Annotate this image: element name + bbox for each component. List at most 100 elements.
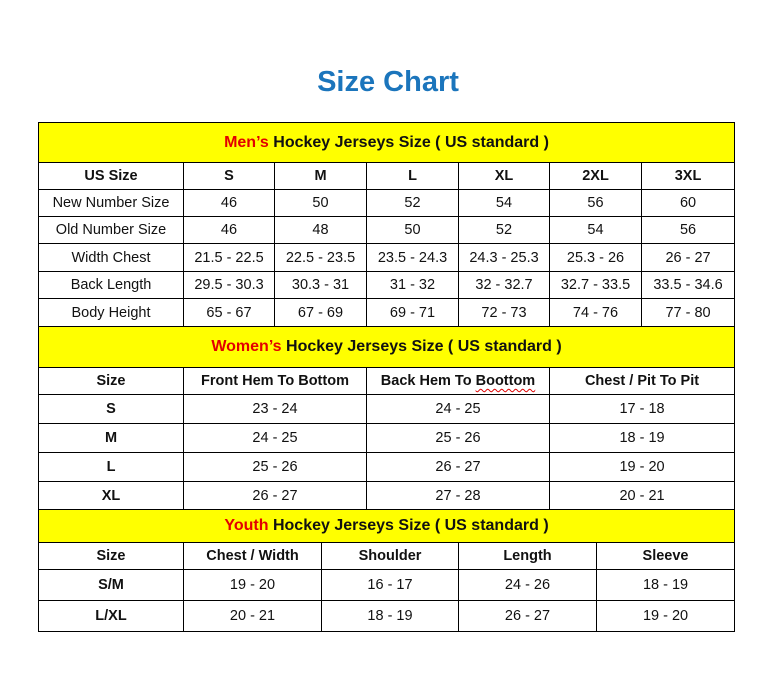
table-row: S 23 - 24 24 - 25 17 - 18 xyxy=(38,394,736,424)
column-header: 2XL xyxy=(549,162,642,190)
table-row: Body Height 65 - 67 67 - 69 69 - 71 72 - 73 7… xyxy=(38,298,736,327)
table-cell: 19 - 20 xyxy=(548,452,736,482)
table-cell: 26 - 27 xyxy=(366,452,550,482)
mens-section-header-row: Men’s Hockey Jerseys Size ( US standard … xyxy=(37,122,736,163)
table-cell: 26 - 27 xyxy=(183,481,367,510)
table-row: Old Number Size 46 48 50 52 54 56 xyxy=(38,216,736,244)
table-cell: 25 - 26 xyxy=(183,452,367,482)
table-cell: 77 - 80 xyxy=(640,298,736,327)
womens-size-table: Women’s Hockey Jerseys Size ( US standar… xyxy=(37,326,736,510)
table-cell: 46 xyxy=(183,189,275,217)
table-cell: 74 - 76 xyxy=(549,298,642,327)
table-cell: 24 - 26 xyxy=(458,569,597,601)
column-header: Sleeve xyxy=(595,542,736,570)
table-cell: 19 - 20 xyxy=(183,569,322,601)
table-cell: 24.3 - 25.3 xyxy=(458,243,550,272)
row-label: XL xyxy=(38,481,184,510)
table-cell: 65 - 67 xyxy=(183,298,275,327)
table-cell: 16 - 17 xyxy=(321,569,459,601)
table-cell: 48 xyxy=(274,216,367,244)
table-cell: 50 xyxy=(274,189,367,217)
row-label: Old Number Size xyxy=(38,216,184,244)
table-cell: 46 xyxy=(183,216,275,244)
table-cell: 21.5 - 22.5 xyxy=(183,243,275,272)
table-cell: 50 xyxy=(366,216,459,244)
table-cell: 18 - 19 xyxy=(548,423,736,453)
column-header: M xyxy=(274,162,367,190)
row-label: Body Height xyxy=(38,298,184,327)
table-row: Width Chest 21.5 - 22.5 22.5 - 23.5 23.5 - … xyxy=(38,243,736,272)
table-cell: 25.3 - 26 xyxy=(549,243,642,272)
table-cell: 17 - 18 xyxy=(548,394,736,424)
table-cell: 32.7 - 33.5 xyxy=(549,271,642,299)
youth-section-header-row: Youth Hockey Jerseys Size ( US standard … xyxy=(37,509,736,543)
table-cell: 22.5 - 23.5 xyxy=(274,243,367,272)
column-header: S xyxy=(183,162,275,190)
table-row: XL 26 - 27 27 - 28 20 - 21 xyxy=(38,481,736,510)
header-text: Hockey Jerseys Size ( US standard ) xyxy=(281,338,562,355)
womens-section-header: Women’s Hockey Jerseys Size ( US standar… xyxy=(37,326,736,368)
page-title: Size Chart xyxy=(317,66,459,98)
mens-size-table: Men’s Hockey Jerseys Size ( US standard … xyxy=(37,122,736,327)
column-header: US Size xyxy=(38,162,184,190)
table-cell: 18 - 19 xyxy=(321,600,459,632)
table-cell: 24 - 25 xyxy=(366,394,550,424)
mens-section-header: Men’s Hockey Jerseys Size ( US standard … xyxy=(37,122,736,163)
column-header: Shoulder xyxy=(321,542,459,570)
table-cell: 30.3 - 31 xyxy=(274,271,367,299)
table-cell: 26 - 27 xyxy=(458,600,597,632)
table-cell: 27 - 28 xyxy=(366,481,550,510)
column-header: L xyxy=(366,162,459,190)
table-cell: 52 xyxy=(366,189,459,217)
column-header: Back Hem To Boottom xyxy=(366,367,550,395)
table-cell: 56 xyxy=(549,189,642,217)
column-header: Front Hem To Bottom xyxy=(183,367,367,395)
table-cell: 52 xyxy=(458,216,550,244)
row-label: M xyxy=(38,423,184,453)
column-header-row: US Size S M L XL 2XL 3XL xyxy=(38,162,736,190)
table-row: Back Length 29.5 - 30.3 30.3 - 31 31 - 32 32… xyxy=(38,271,736,299)
column-header: Chest / Pit To Pit xyxy=(548,367,736,395)
column-header: Size xyxy=(38,367,184,395)
table-cell: 29.5 - 30.3 xyxy=(183,271,275,299)
column-header: Length xyxy=(458,542,597,570)
header-accent: Youth xyxy=(224,517,269,534)
table-cell: 20 - 21 xyxy=(548,481,736,510)
table-cell: 31 - 32 xyxy=(366,271,459,299)
table-cell: 18 - 19 xyxy=(595,569,736,601)
table-cell: 23 - 24 xyxy=(183,394,367,424)
table-cell: 23.5 - 24.3 xyxy=(366,243,459,272)
row-label: Back Length xyxy=(38,271,184,299)
header-text: Hockey Jerseys Size ( US standard ) xyxy=(268,133,549,151)
table-cell: 54 xyxy=(549,216,642,244)
row-label: L/XL xyxy=(38,600,184,632)
column-header: Chest / Width xyxy=(183,542,322,570)
table-cell: 67 - 69 xyxy=(274,298,367,327)
header-accent: Women’s xyxy=(211,338,282,355)
table-row: S/M 19 - 20 16 - 17 24 - 26 18 - 19 xyxy=(38,569,736,601)
table-cell: 72 - 73 xyxy=(458,298,550,327)
table-row: M 24 - 25 25 - 26 18 - 19 xyxy=(38,423,736,453)
table-cell: 69 - 71 xyxy=(366,298,459,327)
table-cell: 24 - 25 xyxy=(183,423,367,453)
table-row: L 25 - 26 26 - 27 19 - 20 xyxy=(38,452,736,482)
table-cell: 54 xyxy=(458,189,550,217)
table-cell: 26 - 27 xyxy=(640,243,736,272)
table-cell: 19 - 20 xyxy=(595,600,736,632)
table-cell: 33.5 - 34.6 xyxy=(640,271,736,299)
column-header: Size xyxy=(38,542,184,570)
table-cell: 60 xyxy=(640,189,736,217)
youth-size-table: Youth Hockey Jerseys Size ( US standard … xyxy=(37,509,736,632)
table-cell: 25 - 26 xyxy=(366,423,550,453)
row-label: Width Chest xyxy=(38,243,184,272)
row-label: S xyxy=(38,394,184,424)
header-text: Hockey Jerseys Size ( US standard ) xyxy=(268,517,549,534)
table-cell: 32 - 32.7 xyxy=(458,271,550,299)
youth-section-header: Youth Hockey Jerseys Size ( US standard … xyxy=(37,509,736,543)
header-accent: Men’s xyxy=(224,133,269,151)
table-cell: 56 xyxy=(640,216,736,244)
column-header-row: Size Chest / Width Shoulder Length Sleeve xyxy=(38,542,736,570)
row-label: New Number Size xyxy=(38,189,184,217)
column-header: XL xyxy=(458,162,550,190)
table-row: L/XL 20 - 21 18 - 19 26 - 27 19 - 20 xyxy=(38,600,736,632)
